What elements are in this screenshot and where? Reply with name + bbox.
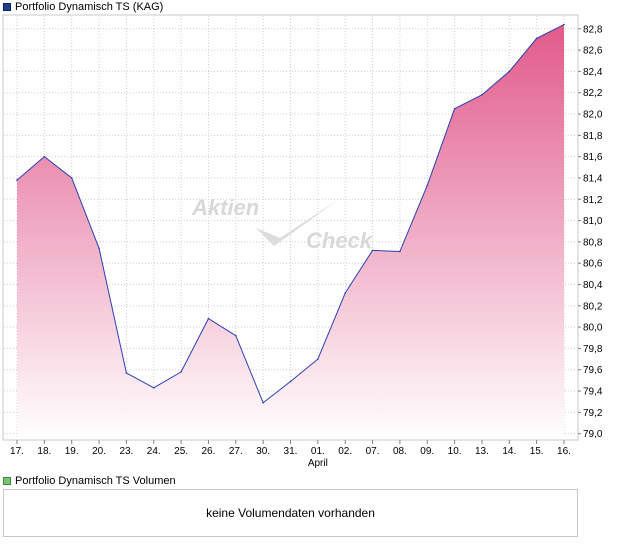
x-tick-label: 26. [201,446,215,457]
price-line-segment [126,372,154,389]
y-tick-label: 81,4 [583,173,603,184]
y-tick-label: 82,6 [583,46,603,57]
price-line-segment [344,250,373,294]
price-legend-label: Portfolio Dynamisch TS (KAG) [15,0,164,13]
price-legend: Portfolio Dynamisch TS (KAG) [3,0,163,14]
price-point [371,249,374,252]
price-line-segment [399,185,428,252]
y-tick-label: 79,6 [583,365,603,376]
x-tick-label: 18. [37,446,51,457]
price-line-segment [536,24,565,39]
x-tick-label: 19. [65,446,79,457]
price-area [17,24,564,440]
price-point [563,23,565,26]
price-point [426,184,429,187]
x-tick-label: 23. [119,446,133,457]
price-point [344,292,347,294]
x-tick-label: 27. [229,446,243,457]
x-axis-ticks: 17. 18. 19. 20. 23. 24. 25. 26. 27. 30. 31. 01. 02. 0… [10,440,571,469]
price-point [453,107,456,110]
y-tick-label: 79,8 [583,344,603,355]
y-tick-label: 80,4 [583,280,603,291]
price-line-segment [481,71,510,96]
price-line-segment [153,371,182,389]
x-tick-label: 20. [92,446,106,457]
price-point [508,70,511,73]
volume-empty-message: keine Volumendaten vorhanden [206,506,375,520]
price-line-segment [454,94,483,110]
volume-legend-label: Portfolio Dynamisch TS Volumen [15,474,176,487]
y-tick-label: 80,2 [583,301,603,312]
x-tick-label: 17. [10,446,24,457]
y-tick-label: 82,8 [583,24,603,35]
x-tick-label: 08. [393,446,407,457]
x-month-label: April [308,458,328,469]
y-tick-label: 81,0 [583,216,603,227]
watermark-line1: Aktien [191,195,259,220]
x-tick-label: 14. [502,446,516,457]
x-tick-label: 09. [420,446,434,457]
x-tick-label: 07. [366,446,380,457]
price-line-segment [290,358,319,382]
x-tick-label: 10. [448,446,462,457]
x-tick-label: 25. [174,446,188,457]
y-tick-label: 80,8 [583,237,603,248]
aktien-check-watermark: Aktien Check [191,195,374,253]
y-tick-label: 79,4 [583,387,603,398]
price-line [16,23,565,404]
watermark-line2: Check [306,228,374,253]
y-tick-label: 82,2 [583,88,603,99]
y-tick-label: 82,0 [583,110,603,121]
volume-legend: Portfolio Dynamisch TS Volumen [3,474,176,488]
x-tick-label: 24. [147,446,161,457]
price-line-segment [508,38,538,72]
price-point [16,179,18,181]
y-tick-label: 80,0 [583,323,603,334]
y-tick-label: 80,6 [583,259,603,270]
price-point [152,387,155,389]
price-point [535,37,538,40]
y-tick-label: 81,2 [583,195,603,206]
price-point [235,334,237,337]
price-point [317,358,319,360]
volume-panel: keine Volumendaten vorhanden [3,489,578,537]
y-tick-label: 81,8 [583,131,603,142]
price-line-segment [426,108,456,186]
price-line-segment [71,177,100,249]
price-chart: Aktien Check 79,0 79,2 79,4 79,6 79,8 80,0 80,… [2,14,603,469]
price-point [207,317,210,320]
price-point [289,380,292,383]
price-point [125,372,128,374]
x-tick-label: 31. [284,446,298,457]
y-axis-ticks: 79,0 79,2 79,4 79,6 79,8 80,0 80,2 80,4 80,6 80,8… [578,24,603,440]
price-line-segment [317,292,346,360]
x-tick-label: 02. [338,446,352,457]
volume-legend-swatch [3,477,11,485]
price-point [180,371,182,373]
price-legend-swatch [3,3,11,11]
x-tick-label: 01. [311,446,325,457]
price-point [481,94,483,96]
price-line-segment [44,156,73,179]
price-point [70,177,73,179]
y-tick-label: 79,0 [583,429,603,440]
x-tick-label: 30. [256,446,270,457]
y-tick-label: 81,6 [583,152,603,163]
price-line-segment [372,249,400,252]
price-line-segment [16,156,45,181]
x-tick-label: 13. [475,446,489,457]
x-tick-label: 16. [557,446,571,457]
x-tick-label: 15. [530,446,544,457]
y-tick-label: 79,2 [583,408,603,419]
price-point [98,247,100,250]
price-point [43,155,46,158]
price-line-segment [235,335,264,403]
price-line-segment [262,381,291,404]
price-line-segment [208,318,237,337]
price-point [399,250,401,253]
price-point [262,401,264,404]
price-line-segment [180,318,209,373]
y-tick-label: 82,4 [583,67,603,78]
price-line-segment [98,248,127,374]
